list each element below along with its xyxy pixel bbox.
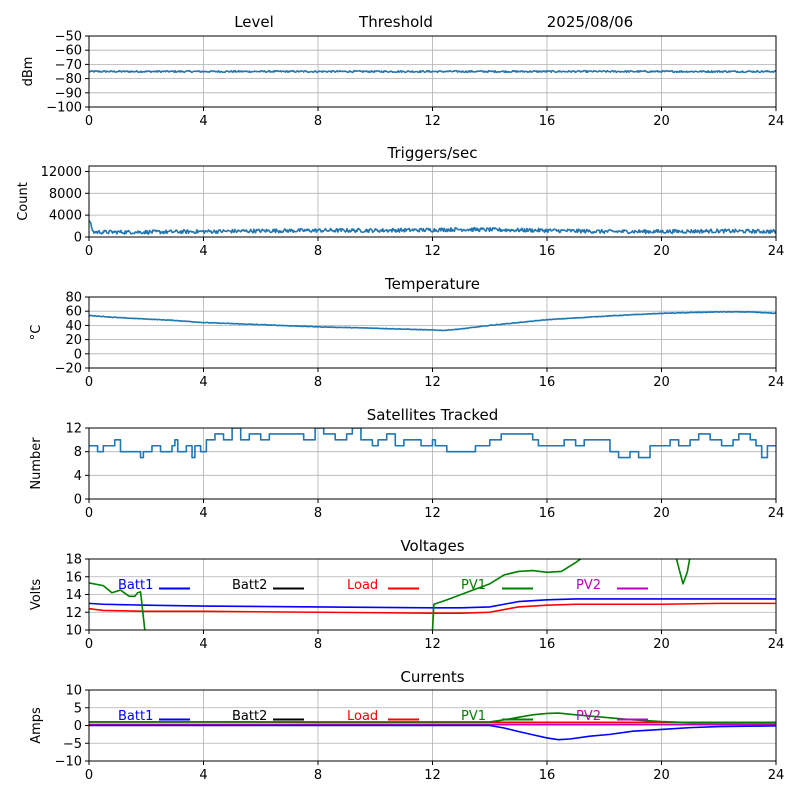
y-axis-label: Number: [29, 437, 44, 490]
y-axis-label: Count: [16, 182, 31, 221]
x-tick-label: 12: [424, 768, 441, 783]
y-tick-label: 16: [65, 570, 82, 585]
y-tick-label: 10: [65, 624, 82, 639]
y-tick-label: 5: [74, 701, 82, 716]
y-tick-label: 40: [65, 319, 82, 334]
x-tick-label: 12: [424, 114, 441, 129]
panel-title: Temperature: [384, 275, 480, 293]
y-tick-label: 20: [65, 333, 82, 348]
x-tick-label: 8: [314, 114, 322, 129]
panel-title: Satellites Tracked: [367, 406, 498, 424]
x-tick-label: 16: [539, 506, 556, 521]
x-tick-label: 4: [199, 114, 207, 129]
legend-label-pv2: PV2: [576, 709, 601, 724]
x-tick-label: 16: [539, 114, 556, 129]
y-tick-label: 12: [65, 606, 82, 621]
y-tick-label: −50: [55, 30, 82, 45]
x-tick-label: 24: [768, 768, 785, 783]
y-tick-label: −5: [63, 737, 82, 752]
y-tick-label: 8: [74, 445, 82, 460]
legend-label-batt2: Batt2: [232, 578, 267, 593]
panel-title: Voltages: [400, 537, 464, 555]
header-threshold-label: Threshold: [358, 13, 433, 31]
x-tick-label: 4: [199, 768, 207, 783]
y-tick-label: 0: [74, 347, 82, 362]
y-tick-label: 8000: [49, 187, 82, 202]
x-tick-label: 20: [653, 375, 670, 390]
y-tick-label: 0: [74, 231, 82, 246]
y-axis-label: Amps: [29, 707, 44, 744]
y-tick-label: −10: [55, 755, 82, 770]
x-tick-label: 16: [539, 637, 556, 652]
x-tick-label: 20: [653, 114, 670, 129]
y-tick-label: −90: [55, 86, 82, 101]
y-tick-label: −100: [46, 101, 82, 116]
y-tick-label: 4000: [49, 209, 82, 224]
y-tick-label: −70: [55, 58, 82, 73]
y-tick-label: 12000: [41, 165, 82, 180]
y-tick-label: 18: [65, 553, 82, 568]
x-tick-label: 8: [314, 768, 322, 783]
y-tick-label: 14: [65, 588, 82, 603]
x-tick-label: 24: [768, 637, 785, 652]
legend-label-batt1: Batt1: [118, 709, 153, 724]
y-tick-label: 60: [65, 305, 82, 320]
header-date: 2025/08/06: [547, 13, 633, 31]
x-tick-label: 4: [199, 244, 207, 259]
panel-title: Triggers/sec: [387, 144, 478, 162]
y-tick-label: 10: [65, 684, 82, 699]
legend-label-load: Load: [347, 709, 378, 724]
x-tick-label: 0: [85, 506, 93, 521]
x-tick-label: 24: [768, 506, 785, 521]
x-tick-label: 24: [768, 375, 785, 390]
x-tick-label: 12: [424, 506, 441, 521]
y-tick-label: 80: [65, 291, 82, 306]
x-tick-label: 0: [85, 114, 93, 129]
legend-label-load: Load: [347, 578, 378, 593]
x-tick-label: 20: [653, 637, 670, 652]
x-tick-label: 0: [85, 375, 93, 390]
legend-label-pv1: PV1: [461, 709, 486, 724]
y-tick-label: 12: [65, 422, 82, 437]
x-tick-label: 20: [653, 506, 670, 521]
x-tick-label: 8: [314, 375, 322, 390]
y-tick-label: −60: [55, 44, 82, 59]
x-tick-label: 12: [424, 244, 441, 259]
x-tick-label: 4: [199, 506, 207, 521]
legend-label-batt2: Batt2: [232, 709, 267, 724]
y-tick-label: 0: [74, 719, 82, 734]
x-tick-label: 16: [539, 375, 556, 390]
x-tick-label: 12: [424, 375, 441, 390]
x-tick-label: 8: [314, 637, 322, 652]
panel-title: Currents: [400, 668, 464, 686]
x-tick-label: 8: [314, 244, 322, 259]
x-tick-label: 4: [199, 637, 207, 652]
header-level-label: Level: [234, 13, 274, 31]
x-tick-label: 0: [85, 244, 93, 259]
x-tick-label: 16: [539, 768, 556, 783]
x-tick-label: 16: [539, 244, 556, 259]
x-tick-label: 20: [653, 244, 670, 259]
legend-label-pv2: PV2: [576, 578, 601, 593]
y-axis-label: Volts: [29, 579, 44, 611]
x-tick-label: 20: [653, 768, 670, 783]
x-tick-label: 24: [768, 244, 785, 259]
x-tick-label: 0: [85, 637, 93, 652]
y-tick-label: −80: [55, 72, 82, 87]
x-tick-label: 4: [199, 375, 207, 390]
legend-label-pv1: PV1: [461, 578, 486, 593]
y-tick-label: 4: [74, 469, 82, 484]
legend-label-batt1: Batt1: [118, 578, 153, 593]
y-tick-label: 0: [74, 493, 82, 508]
y-axis-label: dBm: [21, 57, 36, 87]
x-tick-label: 8: [314, 506, 322, 521]
y-tick-label: −20: [55, 362, 82, 377]
x-tick-label: 12: [424, 637, 441, 652]
y-axis-label: °C: [29, 325, 44, 341]
x-tick-label: 0: [85, 768, 93, 783]
x-tick-label: 24: [768, 114, 785, 129]
